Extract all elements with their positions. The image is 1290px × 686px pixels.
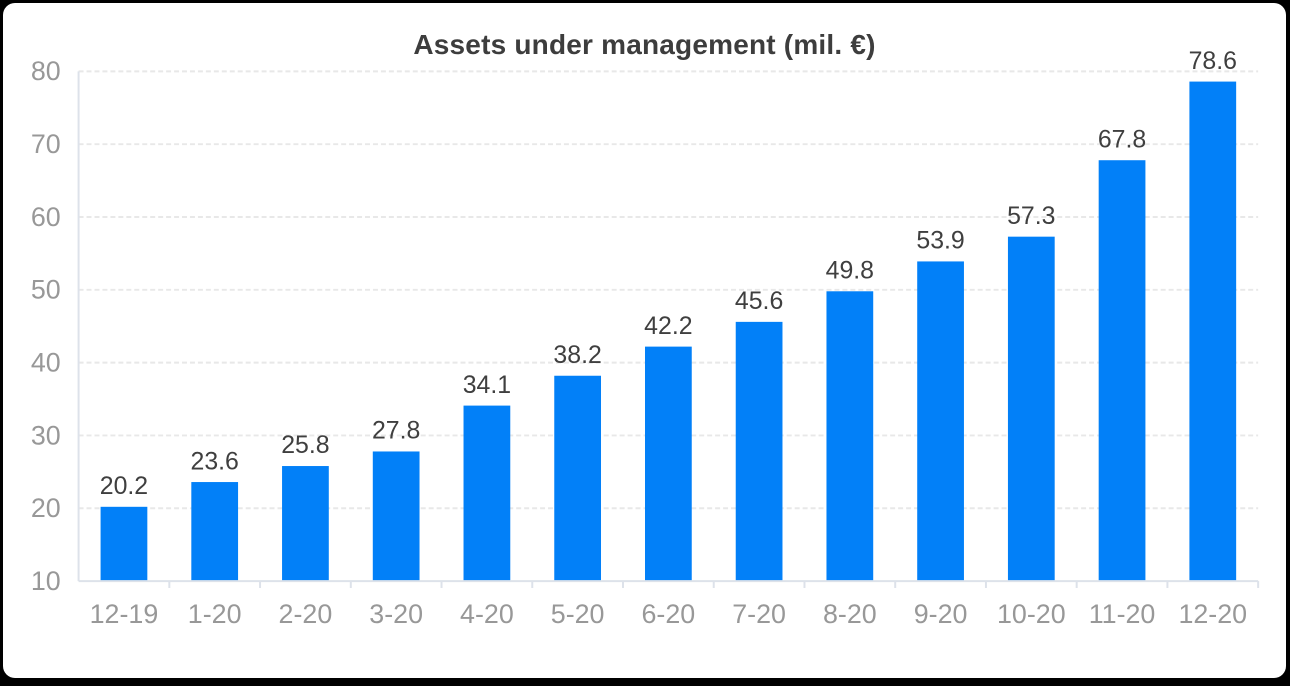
- bar-value-label: 23.6: [191, 448, 239, 475]
- bar: [100, 506, 148, 582]
- bar-value-label: 27.8: [372, 418, 420, 445]
- y-axis-label: 50: [31, 275, 61, 305]
- y-axis-label: 30: [31, 420, 61, 450]
- x-axis-label: 12-19: [90, 599, 159, 629]
- bar-value-label: 53.9: [916, 228, 964, 255]
- bar: [826, 291, 874, 582]
- bar: [1189, 81, 1237, 582]
- bar-value-label: 78.6: [1189, 48, 1237, 75]
- bar: [191, 482, 239, 582]
- y-axis-label: 40: [31, 348, 61, 378]
- bar-value-label: 34.1: [463, 372, 511, 399]
- y-axis-label: 10: [31, 566, 61, 596]
- x-axis-label: 11-20: [1089, 599, 1156, 629]
- x-axis-label: 3-20: [369, 599, 423, 629]
- bar: [372, 451, 420, 582]
- bar: [463, 405, 511, 582]
- x-axis-label: 9-20: [914, 599, 968, 629]
- bar-value-label: 67.8: [1098, 127, 1146, 154]
- x-axis-label: 12-20: [1178, 599, 1247, 629]
- y-axis-label: 70: [31, 129, 61, 159]
- bar: [644, 346, 692, 582]
- x-axis-label: 4-20: [460, 599, 514, 629]
- bar: [1098, 160, 1146, 582]
- y-axis-label: 20: [31, 493, 61, 523]
- bar: [1007, 236, 1055, 582]
- bar-chart-canvas: 10 20 30 40 50 60 70 80 20.2 23.6 25.8 27.8 34.1 38.2…: [31, 48, 1260, 629]
- bar-value-label: 45.6: [735, 288, 783, 315]
- chart-card: Assets under management (mil. €) 10 20 30 4…: [3, 3, 1286, 678]
- bar: [554, 375, 602, 582]
- x-axis-label: 8-20: [823, 599, 877, 629]
- x-axis-label: 2-20: [279, 599, 333, 629]
- bar: [735, 321, 783, 582]
- bar-value-label: 38.2: [553, 342, 601, 369]
- x-axis-label: 5-20: [551, 599, 605, 629]
- bar: [282, 466, 329, 582]
- bar-value-label: 25.8: [281, 432, 329, 459]
- x-axis-label: 1-20: [188, 599, 242, 629]
- bar-value-label: 49.8: [826, 258, 874, 285]
- bar-value-label: 42.2: [644, 313, 692, 340]
- bar-value-label: 57.3: [1007, 203, 1055, 230]
- x-axis-label: 7-20: [732, 599, 786, 629]
- bar: [917, 261, 964, 582]
- x-axis-label: 10-20: [997, 599, 1066, 629]
- y-axis-label: 80: [31, 56, 61, 86]
- x-axis-label: 6-20: [642, 599, 696, 629]
- bar-value-label: 20.2: [100, 473, 148, 500]
- y-axis-label: 60: [31, 202, 61, 232]
